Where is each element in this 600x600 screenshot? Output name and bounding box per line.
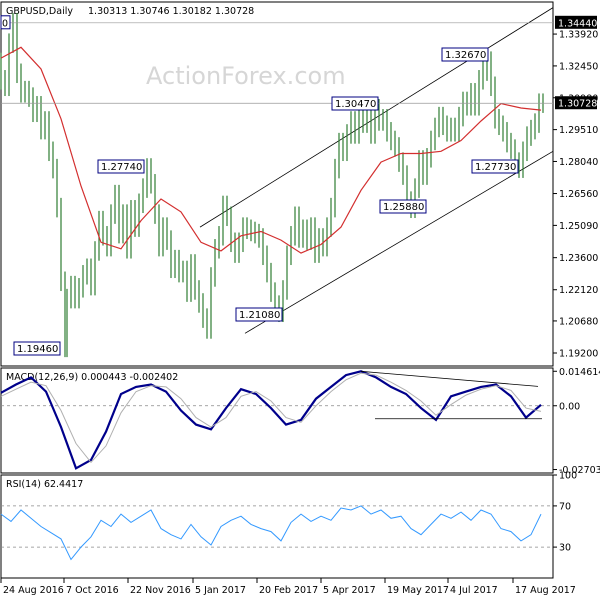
last-price-box <box>555 96 597 110</box>
rsi-panel-frame <box>0 474 554 579</box>
rsi-y-tick-label: 100 <box>559 471 577 482</box>
price-annotation-label: 1.25880 <box>383 202 424 213</box>
macd-line <box>0 370 542 470</box>
price-annotation-box <box>441 47 489 62</box>
x-axis-tick-label: 5 Apr 2017 <box>323 585 376 596</box>
price-annotation-box <box>379 199 427 214</box>
price-y-axis: 1.339201.324501.309801.295101.280401.265… <box>553 15 598 360</box>
price-annotation-label: 1.30470 <box>335 99 376 110</box>
top-marker-label: 1.34440 <box>558 18 597 29</box>
rsi-y-tick-label: 70 <box>559 501 571 512</box>
x-axis-tick-label: 17 Aug 2017 <box>515 585 576 596</box>
price-annotation-box <box>471 159 519 174</box>
price-y-tick-label: 1.33920 <box>559 30 598 41</box>
macd-panel-frame <box>0 367 554 474</box>
top-marker-box <box>555 15 597 29</box>
price-annotation-label: 1.27740 <box>101 162 142 173</box>
macd-trend-line <box>360 370 539 387</box>
moving-average-line <box>0 46 542 254</box>
x-axis-tick-label: 19 May 2017 <box>387 585 449 596</box>
x-axis-tick-label: 4 Jul 2017 <box>450 585 498 596</box>
rsi-y-axis: 100 70 30 <box>553 471 577 554</box>
price-y-tick-label: 1.32450 <box>559 61 598 72</box>
price-y-tick-label: 1.28040 <box>559 157 598 168</box>
macd-y-tick-label: -0.027031 <box>559 465 600 476</box>
macd-y-tick-label: 0.00 <box>559 401 580 412</box>
price-y-tick-label: 1.26560 <box>559 189 598 200</box>
price-annotation-label: 1.32670 <box>445 50 486 61</box>
rsi-panel: RSI(14) 62.4417 100 70 30 <box>0 471 577 579</box>
price-annotation-box <box>97 159 145 174</box>
price-panel: GBPUSD,Daily 1.30313 1.30746 1.30182 1.3… <box>0 1 598 367</box>
macd-marks <box>0 370 553 470</box>
channel-line <box>199 7 554 228</box>
macd-y-tick-label: 0.014614 <box>559 367 600 378</box>
price-y-tick-label: 1.25090 <box>559 221 598 232</box>
watermark: ActionForex.com <box>146 62 346 90</box>
channel-line <box>244 150 554 334</box>
left-edge-marker-label: 0 <box>2 18 8 29</box>
x-axis-tick-label: 24 Aug 2016 <box>3 585 64 596</box>
price-y-tick-label: 1.22120 <box>559 285 598 296</box>
price-annotation-label: 1.19460 <box>17 344 58 355</box>
macd-y-axis: 0.014614 0.00 -0.027031 <box>553 367 600 476</box>
price-annotations: 0 1.19460 1.27740 1.21080 1.30470 1.25880 1.32… <box>0 15 519 356</box>
price-annotation-box <box>13 341 61 356</box>
price-annotation-label: 1.27730 <box>475 162 516 173</box>
x-axis-tick-label: 20 Feb 2017 <box>259 585 318 596</box>
macd-signal-line <box>0 372 542 464</box>
price-annotation-label: 1.21080 <box>239 310 280 321</box>
price-panel-frame <box>0 1 554 367</box>
x-axis: 24 Aug 2016 7 Oct 2016 22 Nov 2016 5 Jan 20… <box>0 578 576 596</box>
price-annotation-box <box>235 307 283 322</box>
price-y-tick-label: 1.19200 <box>559 349 598 360</box>
rsi-marks <box>0 505 553 561</box>
x-axis-tick-label: 22 Nov 2016 <box>130 585 191 596</box>
left-edge-marker-box <box>0 15 11 30</box>
price-y-tick-label: 1.29510 <box>559 125 598 136</box>
macd-title: MACD(12,26,9) 0.000443 -0.002402 <box>6 372 178 383</box>
rsi-title: RSI(14) 62.4417 <box>6 479 83 490</box>
price-y-tick-label: 1.23600 <box>559 253 598 264</box>
price-annotation-box <box>331 96 379 111</box>
price-y-tick-label: 1.20680 <box>559 316 598 327</box>
price-ohlc-values: 1.30313 1.30746 1.30182 1.30728 <box>88 6 254 17</box>
x-axis-tick-label: 7 Oct 2016 <box>66 585 119 596</box>
price-title: GBPUSD,Daily <box>6 6 73 17</box>
last-price-label: 1.30728 <box>558 99 597 110</box>
rsi-line <box>0 505 542 561</box>
rsi-y-tick-label: 30 <box>559 543 571 554</box>
x-axis-tick-label: 5 Jan 2017 <box>195 585 246 596</box>
macd-panel: MACD(12,26,9) 0.000443 -0.002402 0.01461… <box>0 367 600 476</box>
